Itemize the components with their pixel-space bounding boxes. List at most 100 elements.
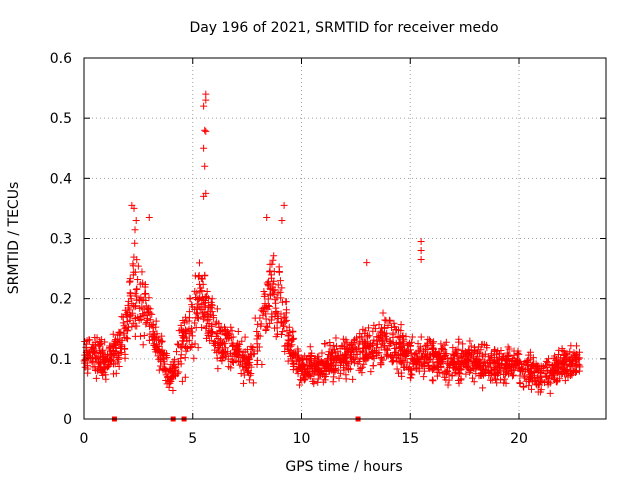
data-point [445,370,453,378]
data-point [88,357,96,365]
data-point [272,307,280,315]
data-point [91,334,99,342]
data-point [132,216,140,224]
data-point [403,350,411,358]
data-point [178,377,186,385]
data-point [227,323,235,331]
data-point [92,374,100,382]
data-point [234,328,242,336]
data-point [295,360,303,368]
data-point [531,363,539,371]
data-point [400,363,408,371]
data-point [533,381,541,389]
data-point [162,377,170,385]
data-point [192,324,200,332]
data-point [301,352,309,360]
data-point [140,305,148,313]
data-point [527,374,535,382]
data-point [525,382,533,390]
data-point [389,331,397,339]
data-point [233,339,241,347]
data-point [429,352,437,360]
data-point [571,351,579,359]
data-point [572,342,580,350]
data-point [244,368,252,376]
data-point [408,333,416,341]
data-point [132,285,140,293]
data-point [423,354,431,362]
data-point [439,370,447,378]
data-point [208,301,216,309]
data-point [199,280,207,288]
data-point [276,277,284,285]
data-point [172,348,180,356]
data-point [232,350,240,358]
data-point [282,342,290,350]
data-point [193,304,201,312]
data-point [282,298,290,306]
data-point [496,367,504,375]
data-point [280,322,288,330]
data-point [98,349,106,357]
data-point [568,371,576,379]
data-point [533,362,541,370]
data-point [236,361,244,369]
data-point [120,322,128,330]
data-point [363,331,371,339]
data-point [321,340,329,348]
data-point [182,313,190,321]
data-point [560,351,568,359]
data-point [301,375,309,383]
data-point [183,345,191,353]
data-point [294,354,302,362]
data-point [349,375,357,383]
data-point [324,356,332,364]
data-point [323,360,331,368]
data-point [273,319,281,327]
data-point [231,346,239,354]
data-point [318,349,326,357]
data-point [200,192,208,200]
data-point [314,371,322,379]
data-point [466,337,474,345]
data-point [243,364,251,372]
data-point [384,351,392,359]
data-point [355,357,363,365]
data-point [207,298,215,306]
data-point [356,348,364,356]
data-points [80,90,584,397]
data-point [225,363,233,371]
data-point [344,347,352,355]
data-point [477,365,485,373]
data-point [146,305,154,313]
data-point [514,349,522,357]
data-point [126,312,134,320]
data-point [377,353,385,361]
data-point [377,343,385,351]
data-point [263,279,271,287]
data-point [370,321,378,329]
data-point [391,323,399,331]
data-point [187,324,195,332]
data-point [346,342,354,350]
data-point [473,362,481,370]
data-point [198,287,206,295]
data-point [142,290,150,298]
data-point [202,293,210,301]
data-point [260,292,268,300]
data-point [294,347,302,355]
data-point [491,365,499,373]
data-point [203,317,211,325]
data-point [270,277,278,285]
data-point [314,357,322,365]
data-point [285,337,293,345]
data-point [270,252,278,260]
data-point [278,216,286,224]
data-point [449,344,457,352]
data-point [462,370,470,378]
data-point [523,360,531,368]
data-point [502,356,510,364]
data-point [219,327,227,335]
data-point [150,336,158,344]
data-point [115,328,123,336]
